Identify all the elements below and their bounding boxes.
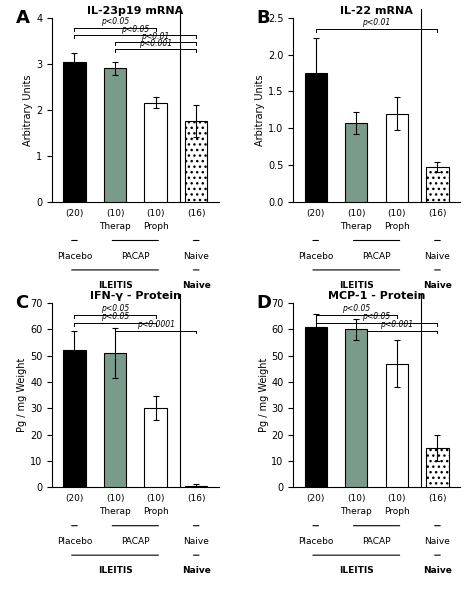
Text: Therap: Therap [99,222,131,231]
Bar [185,121,207,202]
Bar [64,62,86,202]
Bar [104,353,126,487]
Text: (16): (16) [187,494,205,504]
Text: (10): (10) [388,494,406,504]
Text: Naive: Naive [423,566,452,575]
Text: Naive: Naive [182,566,210,575]
Text: ILEITIS: ILEITIS [339,281,374,290]
Text: p<0.05: p<0.05 [101,304,129,314]
Text: Naive: Naive [425,251,450,261]
Text: (10): (10) [347,209,365,218]
Text: (10): (10) [106,494,124,504]
Text: (10): (10) [146,494,165,504]
Y-axis label: Pg / mg Weight: Pg / mg Weight [258,358,269,432]
Text: (10): (10) [106,209,124,218]
Text: p<0.05: p<0.05 [101,17,129,27]
Text: p<0.01: p<0.01 [363,18,391,27]
Y-axis label: Arbitrary Units: Arbitrary Units [255,74,265,146]
Y-axis label: Pg / mg Weight: Pg / mg Weight [17,358,27,432]
Text: (16): (16) [187,209,205,218]
Text: C: C [16,294,29,312]
Title: IFN-γ - Protein: IFN-γ - Protein [90,291,181,301]
Text: p<0.001: p<0.001 [380,320,413,329]
Text: Therap: Therap [340,222,372,231]
Text: p<0.05: p<0.05 [101,312,129,321]
Text: Therap: Therap [340,507,372,516]
Bar [145,103,167,202]
Bar [64,350,86,487]
Bar [145,408,167,487]
Text: Proph: Proph [143,507,168,516]
Text: Naive: Naive [183,537,209,546]
Title: IL-22 mRNA: IL-22 mRNA [340,6,413,15]
Text: (20): (20) [307,494,325,504]
Text: ILEITIS: ILEITIS [98,281,132,290]
Bar [104,68,126,202]
Text: Naive: Naive [423,281,452,290]
Bar [386,113,408,202]
Text: (16): (16) [428,209,447,218]
Text: Proph: Proph [143,222,168,231]
Text: p<0.05: p<0.05 [342,304,370,314]
Text: (20): (20) [65,494,83,504]
Text: (10): (10) [347,494,365,504]
Text: Placebo: Placebo [57,537,92,546]
Text: p<0.001: p<0.001 [139,39,172,48]
Text: PACAP: PACAP [121,251,150,261]
Text: Placebo: Placebo [57,251,92,261]
Bar [305,327,327,487]
Title: MCP-1 - Protein: MCP-1 - Protein [328,291,425,301]
Bar [426,448,448,487]
Text: (10): (10) [388,209,406,218]
Text: ILEITIS: ILEITIS [339,566,374,575]
Bar [386,364,408,487]
Y-axis label: Arbitrary Units: Arbitrary Units [23,74,33,146]
Text: p<0.05: p<0.05 [121,25,149,34]
Text: B: B [257,9,270,27]
Text: (20): (20) [65,209,83,218]
Text: A: A [16,9,29,27]
Text: (20): (20) [307,209,325,218]
Text: Proph: Proph [384,222,410,231]
Bar [345,329,367,487]
Bar [305,73,327,202]
Bar [185,486,207,487]
Text: PACAP: PACAP [362,537,391,546]
Text: Naive: Naive [425,537,450,546]
Text: Naive: Naive [182,281,210,290]
Text: Placebo: Placebo [298,251,333,261]
Text: (10): (10) [146,209,165,218]
Text: Naive: Naive [183,251,209,261]
Bar [426,168,448,202]
Text: p<0.0001: p<0.0001 [137,320,174,329]
Text: Proph: Proph [384,507,410,516]
Text: PACAP: PACAP [362,251,391,261]
Text: D: D [257,294,272,312]
Text: (16): (16) [428,494,447,504]
Text: ILEITIS: ILEITIS [98,566,132,575]
Text: Therap: Therap [99,507,131,516]
Text: p<0.05: p<0.05 [363,312,391,321]
Title: IL-23p19 mRNA: IL-23p19 mRNA [87,6,183,15]
Text: p<0.01: p<0.01 [142,31,170,41]
Text: Placebo: Placebo [298,537,333,546]
Text: PACAP: PACAP [121,537,150,546]
Bar [345,123,367,202]
